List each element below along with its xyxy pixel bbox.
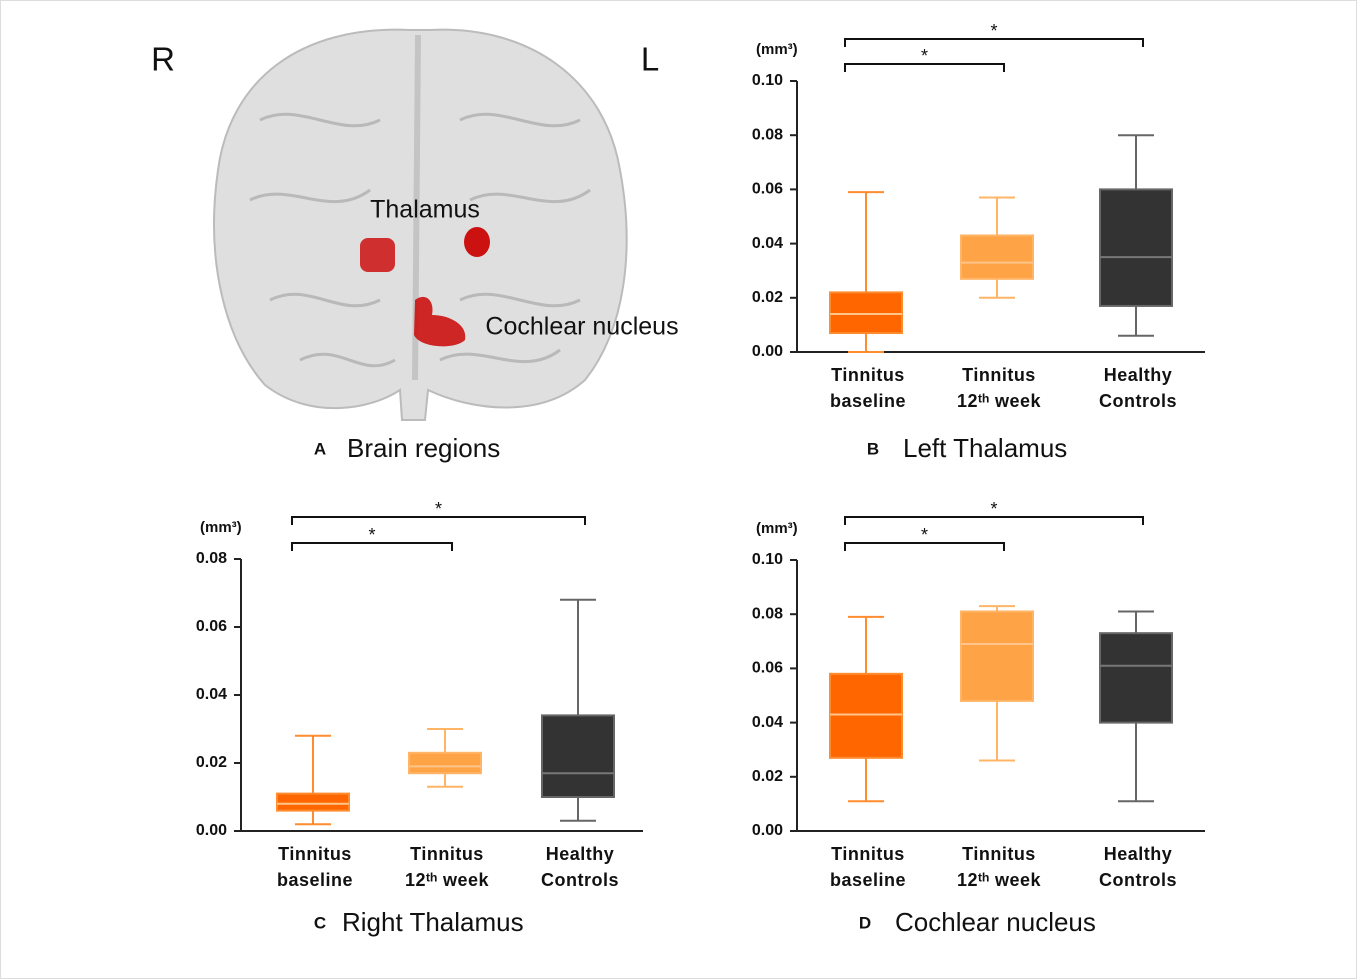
box bbox=[961, 235, 1033, 278]
significance-label: * bbox=[990, 21, 997, 41]
y-tick-label: 0.06 bbox=[196, 618, 227, 635]
y-tick-label: 0.06 bbox=[752, 181, 783, 198]
y-unit: (mm³) bbox=[756, 41, 798, 58]
panel-letter: D bbox=[859, 913, 871, 932]
panel-letter: B bbox=[867, 439, 879, 458]
y-tick-label: 0.04 bbox=[752, 235, 783, 252]
x-tick-label: Tinnitus bbox=[831, 844, 905, 864]
y-tick-label: 0.04 bbox=[752, 714, 783, 731]
y-tick-label: 0.00 bbox=[752, 343, 783, 360]
y-tick-label: 0.00 bbox=[752, 822, 783, 839]
panel-title: Cochlear nucleus bbox=[895, 907, 1096, 937]
box bbox=[1100, 633, 1172, 722]
x-tick-label: Tinnitus bbox=[410, 844, 484, 864]
x-tick-label: Controls bbox=[541, 870, 619, 890]
box bbox=[409, 753, 481, 773]
box bbox=[961, 611, 1033, 700]
x-tick-label: Tinnitus bbox=[962, 844, 1036, 864]
y-tick-label: 0.08 bbox=[752, 126, 783, 143]
y-tick-label: 0.02 bbox=[752, 768, 783, 785]
significance-label: * bbox=[921, 525, 928, 545]
box bbox=[830, 674, 902, 758]
x-tick-label: Tinnitus bbox=[278, 844, 352, 864]
side-label: L bbox=[641, 41, 659, 78]
y-tick-label: 0.02 bbox=[752, 289, 783, 306]
brain-image bbox=[214, 30, 627, 420]
panel-title: Right Thalamus bbox=[342, 907, 524, 937]
significance-label: * bbox=[990, 499, 997, 519]
x-tick-label: Healthy bbox=[546, 844, 615, 864]
x-tick-label: baseline bbox=[830, 870, 906, 890]
figure: R L Thalamus Cochlear nucleus A Brain re… bbox=[0, 0, 1357, 979]
significance-label: * bbox=[435, 499, 442, 519]
x-tick-label: 12ᵗʰ week bbox=[957, 391, 1042, 411]
x-tick-label: Tinnitus bbox=[962, 365, 1036, 385]
x-tick-label: Controls bbox=[1099, 870, 1177, 890]
y-unit: (mm³) bbox=[756, 520, 798, 537]
x-tick-label: baseline bbox=[830, 391, 906, 411]
side-label: R bbox=[151, 41, 175, 78]
region-label: Cochlear nucleus bbox=[485, 313, 678, 341]
x-tick-label: Tinnitus bbox=[831, 365, 905, 385]
x-tick-label: baseline bbox=[277, 870, 353, 890]
y-unit: (mm³) bbox=[200, 519, 242, 536]
region-label: Thalamus bbox=[370, 196, 480, 224]
panel-letter: C bbox=[314, 913, 326, 932]
x-tick-label: 12ᵗʰ week bbox=[957, 870, 1042, 890]
x-tick-label: Controls bbox=[1099, 391, 1177, 411]
panel-letter: A bbox=[314, 439, 326, 458]
y-tick-label: 0.00 bbox=[196, 822, 227, 839]
y-tick-label: 0.10 bbox=[752, 551, 783, 568]
box bbox=[830, 292, 902, 333]
y-tick-label: 0.10 bbox=[752, 72, 783, 89]
panel-title: Left Thalamus bbox=[903, 433, 1067, 463]
y-tick-label: 0.06 bbox=[752, 660, 783, 677]
x-tick-label: Healthy bbox=[1104, 365, 1173, 385]
y-tick-label: 0.02 bbox=[196, 754, 227, 771]
y-tick-label: 0.08 bbox=[196, 550, 227, 567]
significance-label: * bbox=[368, 525, 375, 545]
y-tick-label: 0.04 bbox=[196, 686, 227, 703]
box bbox=[1100, 189, 1172, 306]
box bbox=[277, 794, 349, 811]
x-tick-label: 12ᵗʰ week bbox=[405, 870, 490, 890]
x-tick-label: Healthy bbox=[1104, 844, 1173, 864]
y-tick-label: 0.08 bbox=[752, 605, 783, 622]
panel-title: Brain regions bbox=[347, 433, 500, 463]
significance-label: * bbox=[921, 46, 928, 66]
box bbox=[542, 715, 614, 797]
